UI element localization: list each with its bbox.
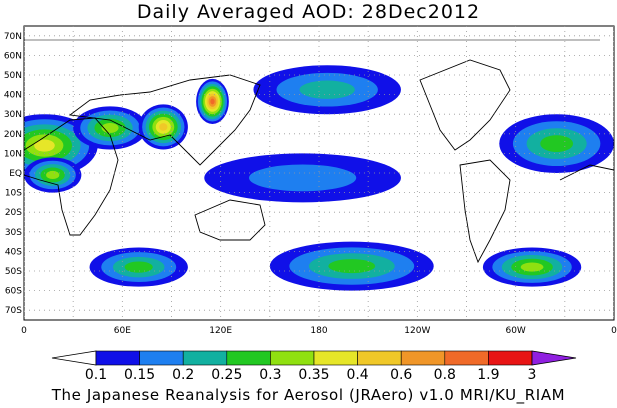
southern-ocean-seasalt-1-level-3: [124, 261, 153, 273]
lat-label: 30N: [4, 110, 22, 120]
lat-label: 10N: [4, 149, 22, 159]
colorbar-label: 1.9: [477, 367, 499, 383]
colorbar-swatch: [270, 350, 315, 366]
lon-label: 60W: [505, 326, 525, 336]
lon-label: 180: [310, 326, 327, 336]
lat-label: 60S: [5, 287, 22, 297]
colorbar-label: 0.35: [298, 367, 329, 383]
southern-ocean-seasalt-2-level-3: [328, 259, 376, 274]
colorbar-low-arrow: [51, 350, 97, 366]
colorbar-high-arrow: [531, 350, 577, 366]
north-atlantic-seasalt-level-3: [540, 135, 574, 153]
lat-label: EQ: [9, 169, 22, 179]
lon-label: 60E: [114, 326, 131, 336]
colorbar-label: 0.6: [390, 367, 412, 383]
aerosol-field: [24, 65, 614, 291]
lat-label: 20N: [4, 130, 22, 140]
lat-label: 50S: [5, 267, 22, 277]
south-asia-haze-level-6: [159, 123, 168, 131]
lat-label: 20S: [5, 208, 22, 218]
coastlines: [24, 39, 614, 264]
colorbar-swatch: [444, 350, 489, 366]
colorbar-label: 0.2: [172, 367, 194, 383]
lat-label: 40S: [5, 247, 22, 257]
colorbar-swatch: [488, 350, 533, 366]
lon-label: 0: [21, 326, 27, 336]
lat-label: 70N: [4, 32, 22, 42]
colorbar-label: 0.4: [346, 367, 368, 383]
colorbar-swatch: [139, 350, 184, 366]
saharan-dust-plume-level-5: [34, 139, 55, 152]
lon-label: 120W: [404, 326, 430, 336]
southern-ocean-seasalt-3-level-4: [520, 262, 544, 272]
lat-label: 10S: [5, 189, 22, 199]
north-pacific-seasalt-level-2: [299, 80, 355, 99]
colorbar-swatch: [313, 350, 358, 366]
colorbar-swatch: [95, 350, 140, 366]
longitude-labels: 0 60E 120E 180 120W 60W 0: [21, 326, 617, 336]
colorbar-label: 0.8: [434, 367, 456, 383]
lon-label: 120E: [209, 326, 232, 336]
colorbar-label: 0.15: [124, 367, 155, 383]
lat-label: 40N: [4, 91, 22, 101]
central-africa-smoke-level-4: [46, 170, 60, 180]
footer-credit: The Japanese Reanalysis for Aerosol (JRA…: [51, 386, 566, 404]
colorbar-label: 0.3: [259, 367, 281, 383]
lat-label: 60N: [4, 51, 22, 61]
page-title: Daily Averaged AOD: 28Dec2012: [136, 1, 481, 23]
colorbar-label: 0.1: [85, 367, 107, 383]
colorbar-swatch: [226, 350, 271, 366]
colorbar-label: 3: [528, 367, 537, 383]
lat-label: 50N: [4, 71, 22, 81]
lat-label: 70S: [5, 306, 22, 316]
colorbar: 0.1 0.15 0.2 0.25 0.3 0.35 0.4 0.6 0.8 1.9 3: [51, 350, 577, 383]
colorbar-swatch: [357, 350, 402, 366]
gridlines: [24, 26, 614, 320]
east-asia-haze-level-8: [210, 98, 215, 105]
tropical-pacific-level-1: [248, 164, 357, 192]
lat-label: 30S: [5, 228, 22, 238]
colorbar-swatch: [400, 350, 446, 366]
colorbar-swatch: [182, 350, 228, 366]
lon-label: 0: [611, 326, 617, 336]
colorbar-label: 0.25: [211, 367, 242, 383]
latitude-labels: 70N 60N 50N 40N 30N 20N 10N EQ 10S 20S 30S 40S 50S 60…: [4, 32, 22, 316]
